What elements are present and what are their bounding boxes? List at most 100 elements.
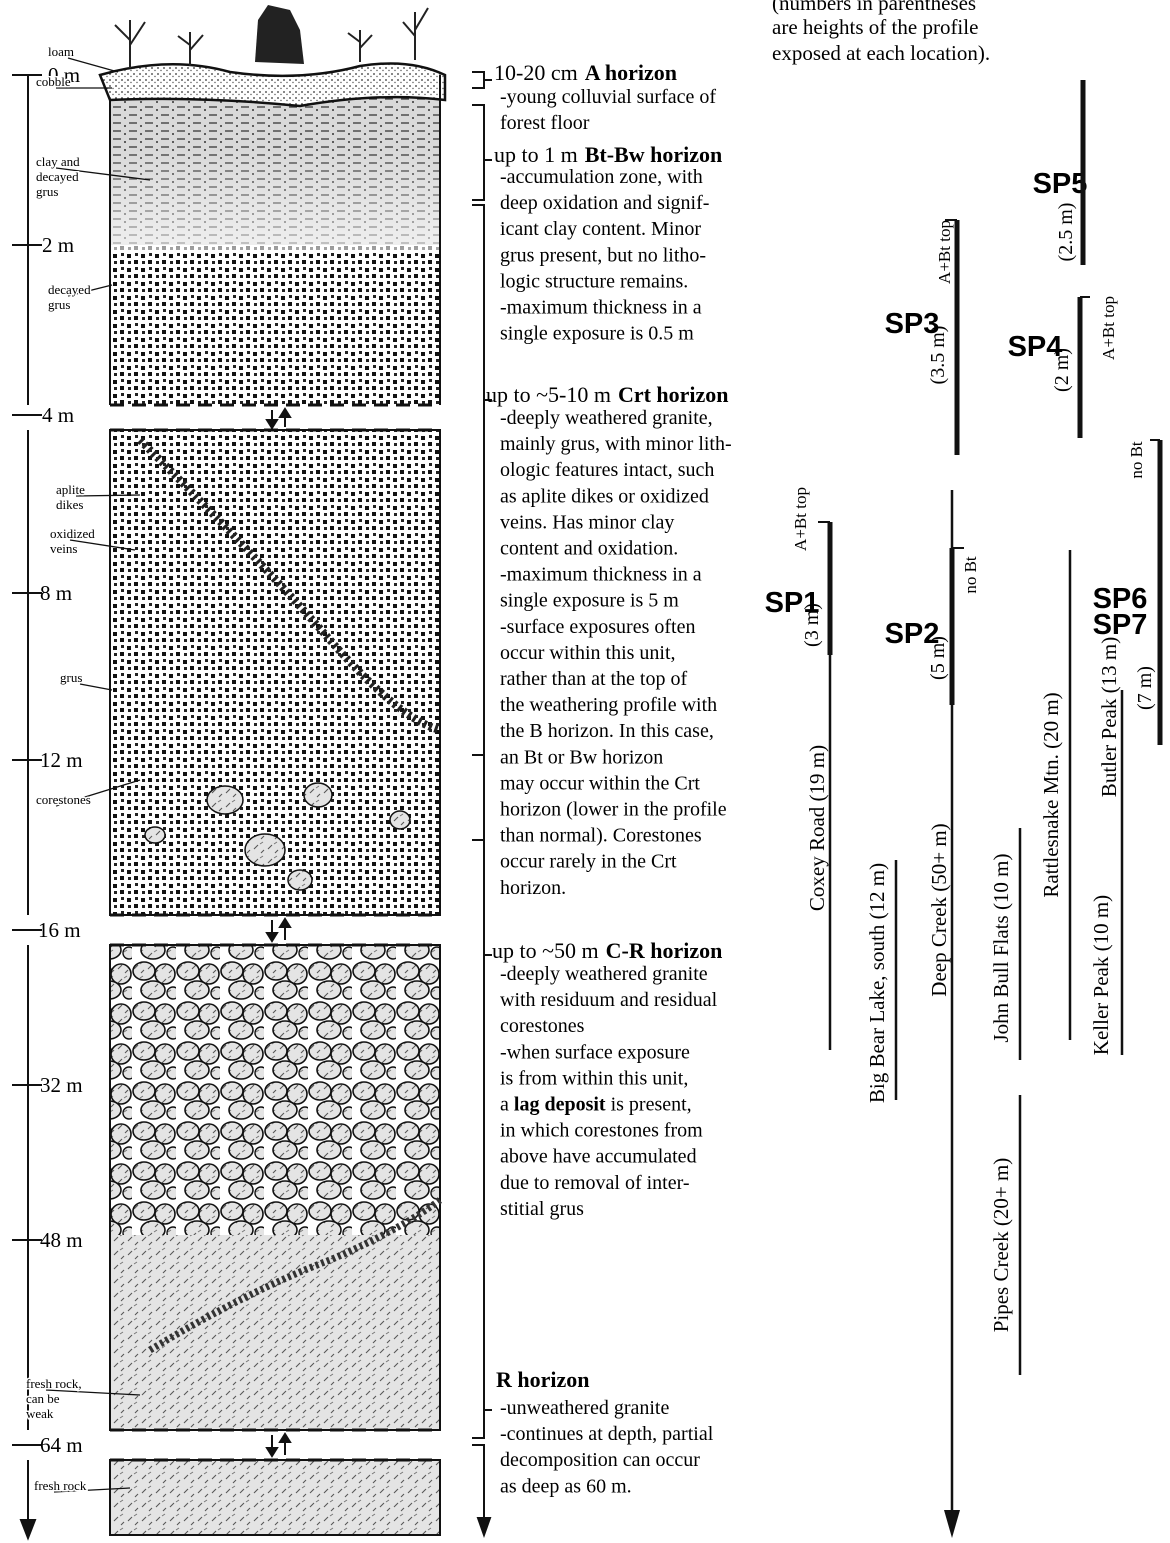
column-label: aplite <box>56 482 85 497</box>
horizon-text: -deeply weathered granite <box>500 963 708 985</box>
horizon-text: -accumulation zone, with <box>500 166 703 188</box>
horizon-text: occur rarely in the Crt <box>500 851 677 873</box>
horizon-text: due to removal of inter- <box>500 1172 690 1194</box>
depth-label: 48 m <box>40 1228 83 1252</box>
location-label: Keller Peak (10 m) <box>1089 895 1113 1055</box>
depth-label: 16 m <box>38 918 81 942</box>
note-line: (numbers in parentheses <box>772 0 976 15</box>
horizon-text: forest floor <box>500 112 590 134</box>
column-block-4 <box>110 1460 440 1535</box>
profile-height: (2 m) <box>1051 348 1073 392</box>
depth-axis <box>21 75 35 1538</box>
label-leader <box>80 684 112 690</box>
depth-label: 32 m <box>40 1073 83 1097</box>
profile-height: (3 m) <box>801 603 823 647</box>
heading-name: A horizon <box>585 60 677 85</box>
location-arrow <box>944 1510 960 1538</box>
column-label: fresh rock, <box>26 1376 82 1391</box>
column-block-3 <box>110 945 440 1430</box>
column-label: corestones <box>36 792 91 807</box>
horizon-text-part: a <box>500 1094 509 1116</box>
horizon-text: the B horizon. In this case, <box>500 720 714 742</box>
depth-label: 12 m <box>40 748 83 772</box>
column-block-2 <box>110 430 440 915</box>
horizon-text: with residuum and residual <box>500 989 718 1011</box>
location-label: Deep Creek (50+ m) <box>927 823 951 996</box>
horizon-heading: R horizon <box>496 1367 590 1392</box>
depth-label: 4 m <box>42 403 74 427</box>
horizon-text: stitial grus <box>500 1198 584 1220</box>
profile-top-marker: A+Bt top <box>791 487 810 551</box>
horizon-text: corestones <box>500 1015 585 1037</box>
heading-name: R horizon <box>496 1367 590 1392</box>
column-label: fresh rock <box>34 1478 87 1493</box>
horizon-text: grus present, but no litho- <box>500 244 706 266</box>
weathering-profile-figure: (numbers in parenthesesare heights of th… <box>0 0 1170 1543</box>
stump <box>255 5 304 64</box>
horizon-text: may occur within the Crt <box>500 772 700 794</box>
horizon-text: -deeply weathered granite, <box>500 407 713 429</box>
horizon-text: mainly grus, with minor lith- <box>500 433 732 455</box>
horizon-text-part: lag deposit <box>514 1094 606 1116</box>
horizon-text: content and oxidation. <box>500 538 678 560</box>
column-label: dikes <box>56 497 83 512</box>
horizon-brackets <box>472 72 492 1535</box>
location-label: Pipes Creek (20+ m) <box>989 1158 1013 1333</box>
column-label: grus <box>48 297 70 312</box>
horizon-text: veins. Has minor clay <box>500 511 674 533</box>
profile-top-marker: no Bt <box>961 556 980 594</box>
horizon-text: deep oxidation and signif- <box>500 192 709 214</box>
heading-depth: up to ~5-10 m <box>486 382 611 407</box>
profile-height: (7 m) <box>1134 666 1156 710</box>
column-label: grus <box>60 670 82 685</box>
horizon-text: rather than at the top of <box>500 668 687 690</box>
heading-depth: up to 1 m <box>494 142 578 167</box>
column-label: can be <box>26 1391 60 1406</box>
horizon-text: horizon (lower in the profile <box>500 799 727 821</box>
location-label: John Bull Flats (10 m) <box>989 853 1013 1042</box>
horizon-text: -continues at depth, partial <box>500 1423 714 1445</box>
profile-height: (3.5 m) <box>927 326 949 385</box>
horizon-text-part: is present, <box>611 1094 692 1116</box>
profile-height: (5 m) <box>927 636 949 680</box>
horizon-text: -young colluvial surface of <box>500 86 716 108</box>
column-label: veins <box>50 541 77 556</box>
profile-top-marker: A+Bt top <box>1099 296 1118 360</box>
horizon-text: occur within this unit, <box>500 642 676 664</box>
horizon-text: in which corestones from <box>500 1120 703 1142</box>
location-label: Coxey Road (19 m) <box>805 745 829 911</box>
profile-label: SP7 <box>1093 609 1148 641</box>
heading-name: C-R horizon <box>606 938 723 963</box>
horizon-heading: up to ~50 mC-R horizon <box>492 938 722 963</box>
column-label: decayed <box>36 169 79 184</box>
horizon-text: ologic features intact, such <box>500 459 714 481</box>
horizon-text: decomposition can occur <box>500 1449 700 1471</box>
location-label: Big Bear Lake, south (12 m) <box>865 863 889 1103</box>
horizon-text: single exposure is 5 m <box>500 590 679 612</box>
heading-depth: 10-20 cm <box>494 60 578 85</box>
note-line: exposed at each location). <box>772 41 990 65</box>
horizon-heading: 10-20 cm A horizon <box>494 60 677 85</box>
horizon-text: above have accumulated <box>500 1146 697 1168</box>
horizon-text: than normal). Corestones <box>500 825 702 847</box>
heading-name: Bt-Bw horizon <box>585 142 723 167</box>
location-label: Rattlesnake Mtn. (20 m) <box>1039 692 1063 897</box>
horizon-text: is from within this unit, <box>500 1067 688 1089</box>
note-line: are heights of the profile <box>772 15 978 39</box>
column-label: decayed <box>48 282 91 297</box>
horizon-text: -maximum thickness in a <box>500 564 702 586</box>
horizon-text: -when surface exposure <box>500 1041 690 1063</box>
depth-label: 8 m <box>40 581 72 605</box>
profile-top-marker: no Bt <box>1127 441 1146 479</box>
horizon-text: an Bt or Bw horizon <box>500 746 663 768</box>
depth-label: 64 m <box>40 1433 83 1457</box>
column-block-1 <box>100 5 445 405</box>
horizon-text: as aplite dikes or oxidized <box>500 485 709 507</box>
horizon-text: logic structure remains. <box>500 270 688 292</box>
horizon-text: -surface exposures often <box>500 616 695 638</box>
horizon-text: -unweathered granite <box>500 1397 669 1419</box>
horizon-heading: up to 1 m Bt-Bw horizon <box>494 142 722 167</box>
column-label: grus <box>36 184 58 199</box>
